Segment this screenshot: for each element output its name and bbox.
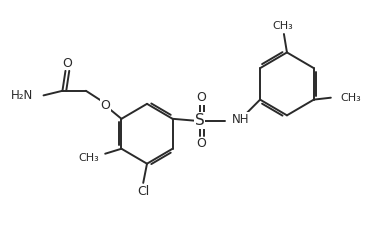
Text: Cl: Cl (137, 185, 149, 198)
Text: S: S (195, 113, 205, 128)
Text: CH₃: CH₃ (78, 153, 99, 163)
Text: NH: NH (232, 113, 249, 126)
Text: O: O (197, 137, 207, 150)
Text: O: O (62, 57, 72, 70)
Text: CH₃: CH₃ (340, 93, 361, 103)
Text: CH₃: CH₃ (273, 21, 293, 31)
Text: O: O (197, 91, 207, 104)
Text: O: O (101, 99, 110, 112)
Text: H₂N: H₂N (11, 89, 33, 102)
